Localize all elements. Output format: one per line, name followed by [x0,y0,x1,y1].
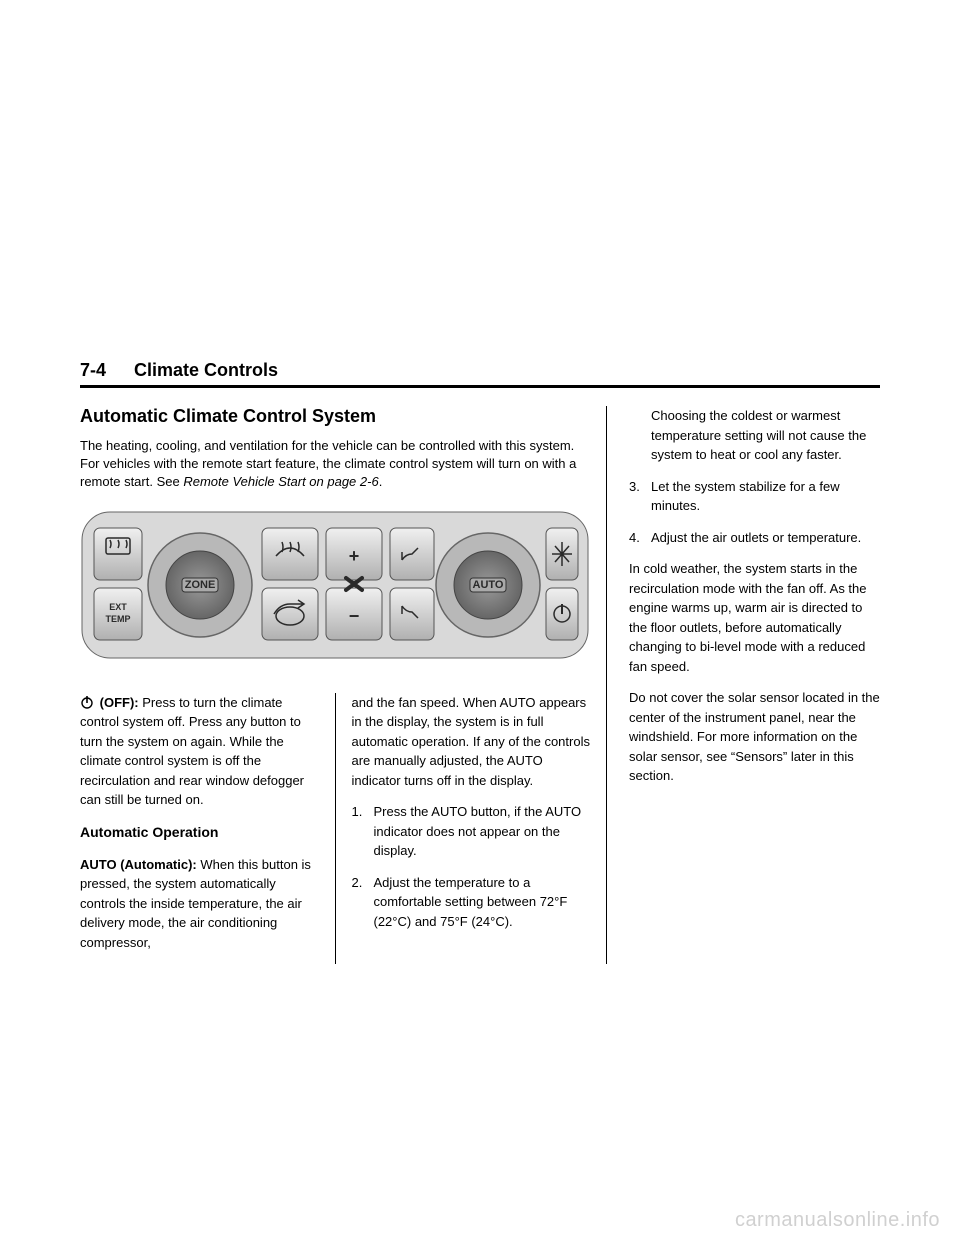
auto-paragraph: AUTO (Automatic): When this button is pr… [80,855,319,953]
page-header: 7-4 Climate Controls [80,360,880,388]
column-divider-2 [606,406,607,964]
watermark: carmanualsonline.info [735,1209,940,1232]
off-paragraph: (OFF): Press to turn the climate control… [80,693,319,810]
step-1: Press the AUTO button, if the AUTO indic… [352,802,591,861]
intro-period: . [379,474,383,489]
page-number: 7-4 [80,360,106,381]
step-4: Adjust the air outlets or temperature. [629,528,880,548]
step2-continuation: Choosing the coldest or warmest temperat… [629,406,880,465]
intro-reference: Remote Vehicle Start on page 2-6 [183,474,378,489]
zone-label: ZONE [185,579,216,591]
auto-bold: AUTO (Automatic): [80,857,197,872]
off-bold: (OFF): [100,695,139,710]
steps-list-part2: Let the system stabilize for a few minut… [629,477,880,548]
auto-label: AUTO [473,579,504,591]
steps-list-part1: Press the AUTO button, if the AUTO indic… [352,802,591,931]
column-2: and the fan speed. When AUTO appears in … [342,693,591,965]
mode-down-button [390,588,434,640]
column-3: Choosing the coldest or warmest temperat… [613,406,880,964]
off-text: Press to turn the climate control system… [80,695,304,808]
auto-operation-heading: Automatic Operation [80,822,319,843]
plus-label: + [349,546,360,566]
front-defrost-button [262,528,318,580]
column-1: (OFF): Press to turn the climate control… [80,693,329,965]
climate-panel-illustration: EXT TEMP ZONE + − [80,510,590,660]
column-divider-1 [335,693,336,965]
temp-label: TEMP [105,614,130,624]
step-3: Let the system stabilize for a few minut… [629,477,880,516]
minus-label: − [349,606,360,626]
section-title: Automatic Climate Control System [80,406,590,427]
ext-label: EXT [109,602,127,612]
cold-weather-paragraph: In cold weather, the system starts in th… [629,559,880,676]
intro-paragraph: The heating, cooling, and ventilation fo… [80,437,590,492]
recirculation-button [262,588,318,640]
sensor-paragraph: Do not cover the solar sensor located in… [629,688,880,786]
step-2: Adjust the temperature to a comfortable … [352,873,591,932]
power-icon [80,695,94,709]
col2-continuation: and the fan speed. When AUTO appears in … [352,693,591,791]
chapter-title: Climate Controls [134,360,278,381]
